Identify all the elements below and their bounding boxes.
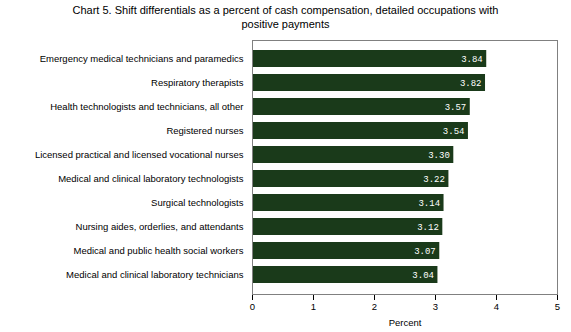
svg-text:Medical and clinical laborator: Medical and clinical laboratory technici… <box>66 269 244 280</box>
svg-text:3.57: 3.57 <box>445 102 467 112</box>
svg-text:3.07: 3.07 <box>414 246 436 256</box>
svg-text:Medical and public health soci: Medical and public health social workers <box>73 245 243 256</box>
svg-text:Respiratory therapists: Respiratory therapists <box>151 77 244 88</box>
svg-text:2: 2 <box>372 301 377 312</box>
svg-text:3.84: 3.84 <box>461 54 483 64</box>
svg-text:3.04: 3.04 <box>412 270 434 280</box>
svg-text:5: 5 <box>555 301 560 312</box>
svg-text:4: 4 <box>494 301 499 312</box>
svg-text:Percent: Percent <box>389 316 422 327</box>
svg-text:3.12: 3.12 <box>417 222 439 232</box>
svg-text:3.14: 3.14 <box>418 198 440 208</box>
svg-text:3.54: 3.54 <box>443 126 465 136</box>
svg-text:1: 1 <box>311 301 316 312</box>
svg-text:3.30: 3.30 <box>428 150 450 160</box>
svg-text:Medical and clinical laborator: Medical and clinical laboratory technolo… <box>58 173 244 184</box>
svg-text:0: 0 <box>250 301 255 312</box>
svg-text:Licensed practical and license: Licensed practical and licensed vocation… <box>35 149 244 160</box>
svg-text:Nursing aides, orderlies, and: Nursing aides, orderlies, and attendants <box>76 221 244 232</box>
html-text:Chart 5. Shift differentials a: Chart 5. Shift differentials as a percen… <box>72 4 499 30</box>
svg-text:Health technologists and techn: Health technologists and technicians, al… <box>50 101 243 112</box>
svg-text:3.82: 3.82 <box>460 78 482 88</box>
svg-text:Emergency medical technicians: Emergency medical technicians and parame… <box>40 53 244 64</box>
svg-text:Registered nurses: Registered nurses <box>166 125 243 136</box>
svg-text:Surgical technologists: Surgical technologists <box>151 197 244 208</box>
svg-text:3.22: 3.22 <box>423 174 445 184</box>
svg-text:3: 3 <box>433 301 438 312</box>
